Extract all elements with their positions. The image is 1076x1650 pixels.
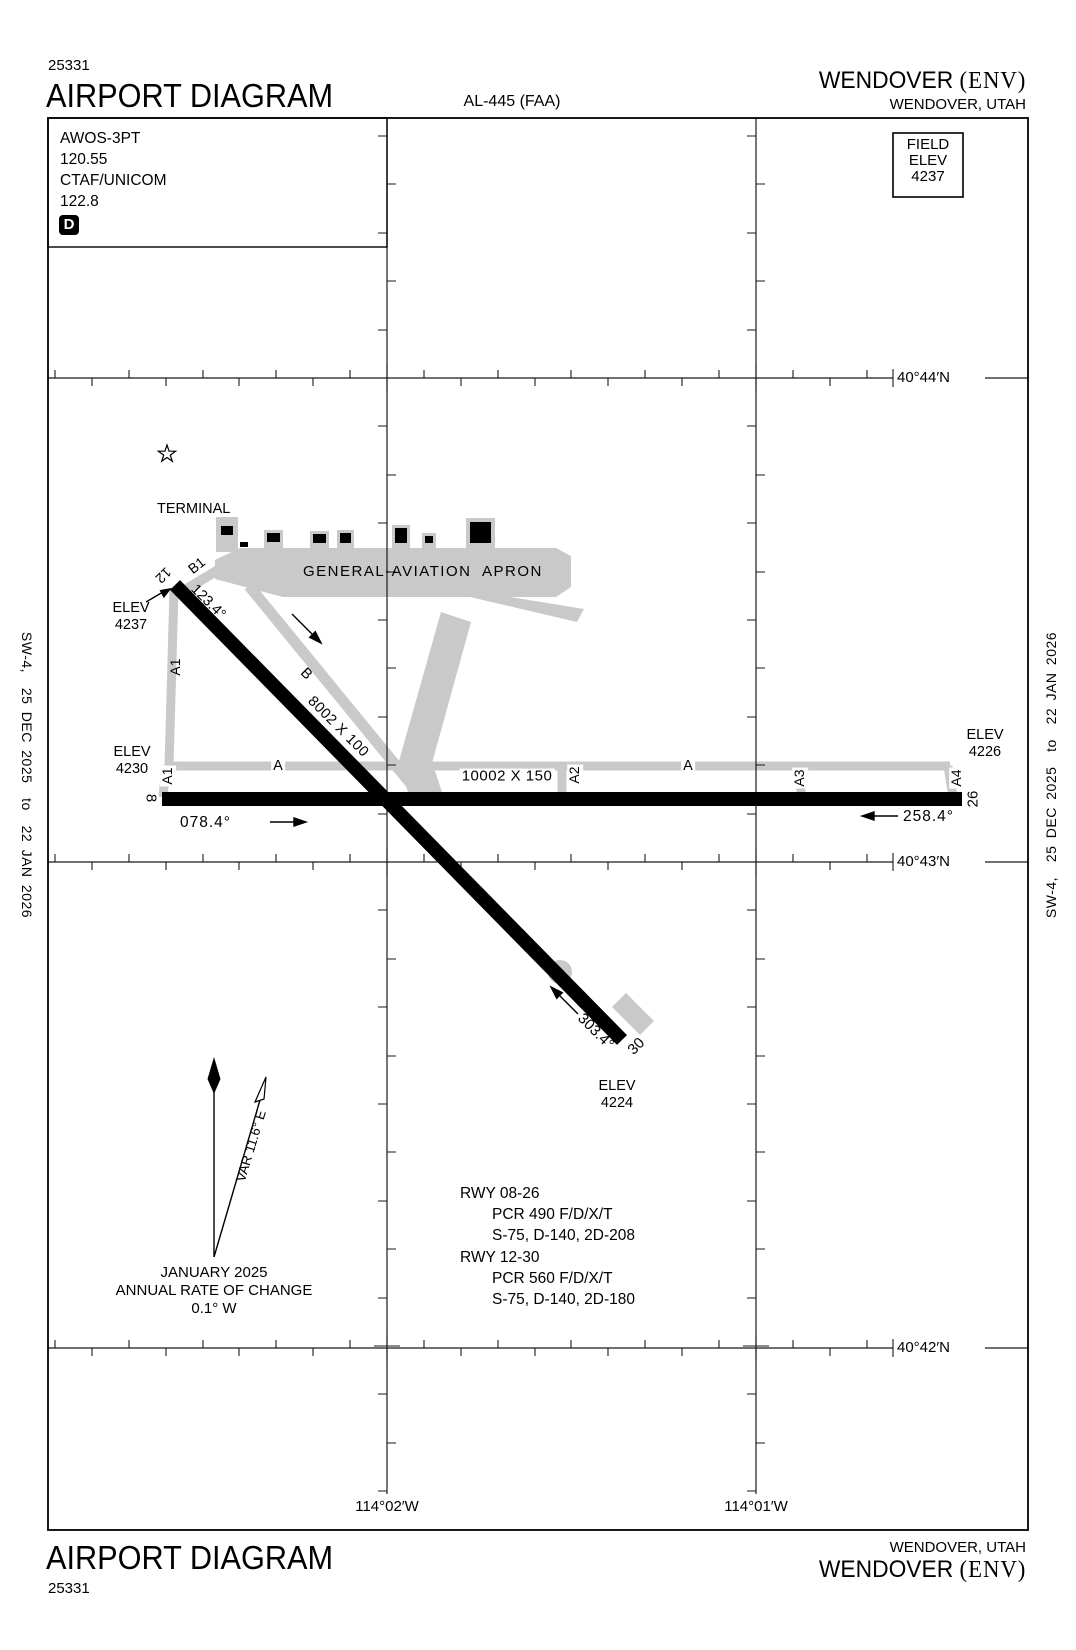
latitude-lines <box>48 377 1028 1349</box>
rwy08-elevation: ELEV 4230 <box>113 744 150 778</box>
lon-label-11401: 114°01′W <box>724 1498 788 1515</box>
magnetic-north-arrow-icon <box>253 1076 267 1103</box>
elev-label: ELEV <box>598 1078 636 1094</box>
terminal-building <box>221 526 233 535</box>
hdg30-arrow-icon <box>549 985 564 1000</box>
taxiway-a-label-west: A <box>271 757 285 775</box>
rwy26-elevation: ELEV 4226 <box>966 727 1003 761</box>
rwy26-heading: 258.4° <box>903 808 954 825</box>
rwy0826-pcr: PCR 490 F/D/X/T <box>492 1206 613 1223</box>
taxiway-a2-label: A2 <box>566 764 583 786</box>
runway-08-26-shape <box>162 792 962 806</box>
rwy1230-pcr: PCR 560 F/D/X/T <box>492 1270 613 1287</box>
rwy30-turnpad <box>612 993 654 1035</box>
taxiway-a1-label-upper: A1 <box>167 658 184 676</box>
field-elev-text: FIELD ELEV 4237 <box>907 137 950 185</box>
rwy26-number: 26 <box>964 790 982 808</box>
beacon-star-icon <box>156 443 178 463</box>
hdg26-arrow-icon <box>859 811 875 821</box>
variation-rate-label: ANNUAL RATE OF CHANGE <box>115 1282 313 1299</box>
airport-icao-top: (ENV) <box>959 68 1026 94</box>
field-elev-box <box>892 132 964 198</box>
airport-icao-bottom: (ENV) <box>959 1557 1026 1583</box>
taxiway-b-shape <box>244 582 425 799</box>
elev-leader-arrow-icon <box>159 587 172 599</box>
taxiway-a-label-east: A <box>681 757 695 775</box>
hdg08-arrow-icon <box>293 817 309 827</box>
taxiway-b1-shape <box>180 562 226 596</box>
apron-and-taxiways <box>215 517 654 1035</box>
ctaf-frequency: 122.8 <box>60 193 99 210</box>
elev-value: 4230 <box>115 761 149 777</box>
awos-label: AWOS-3PT <box>60 130 141 147</box>
city-bottom: WENDOVER, UTAH <box>889 1539 1026 1556</box>
chart-number-top: 25331 <box>48 57 90 74</box>
terminal-label: TERMINAL <box>157 501 231 517</box>
page-title-bottom: AIRPORT DIAGRAM <box>46 1539 334 1576</box>
rwy8-number: 8 <box>142 793 160 803</box>
lat-label-4044: 40°44′N <box>897 369 951 386</box>
runways-buildings <box>162 522 962 806</box>
airport-name-top: WENDOVER <box>818 67 960 94</box>
comms-box <box>47 117 388 248</box>
taxiway-a1-label-lower: A1 <box>159 765 176 787</box>
elev-value: 4237 <box>114 617 148 633</box>
hdg12-arrow-icon <box>308 630 323 645</box>
page-title-top: AIRPORT DIAGRAM <box>46 77 334 114</box>
city-top: WENDOVER, UTAH <box>889 96 1026 113</box>
airport-title-bottom: WENDOVER (ENV) <box>818 1556 1026 1584</box>
elev-label: ELEV <box>113 744 151 760</box>
runway-12-30-shape <box>170 580 627 1045</box>
true-north-arrow-icon <box>207 1057 221 1094</box>
graticule-ticks <box>54 135 894 1492</box>
rwy08-heading: 078.4° <box>180 814 231 831</box>
elev-label: ELEV <box>966 727 1004 743</box>
map-border <box>47 117 1029 1531</box>
north-variation-arrows <box>207 1057 267 1258</box>
elev-value: 4224 <box>600 1095 634 1111</box>
field-elev-value: 4237 <box>911 168 945 185</box>
elev-value: 4226 <box>968 744 1002 760</box>
taxiway-a3-label: A3 <box>791 767 808 789</box>
airport-title-top: WENDOVER (ENV) <box>818 67 1026 95</box>
rwy30-elevation: ELEV 4224 <box>598 1078 635 1112</box>
awos-frequency: 120.55 <box>60 151 108 168</box>
variation-rate-value: 0.1° W <box>191 1300 237 1317</box>
lon-label-11402: 114°02′W <box>355 1498 419 1515</box>
heading-arrows <box>145 587 898 1015</box>
field-elev-line2: ELEV <box>908 152 948 169</box>
ctaf-label: CTAF/UNICOM <box>60 172 167 189</box>
chart-ref: AL-445 (FAA) <box>463 93 561 110</box>
taxiway-a4-label: A4 <box>948 767 965 789</box>
borders <box>47 117 1029 1531</box>
rwy0826-codes: S-75, D-140, 2D-208 <box>492 1227 636 1244</box>
taxiway-lines <box>158 562 958 799</box>
airport-name-bottom: WENDOVER <box>818 1556 960 1583</box>
rwy1230-data-title: RWY 12-30 <box>460 1249 540 1266</box>
edge-note-right: SW-4, 25 DEC 2025 to 22 JAN 2026 <box>1043 631 1060 919</box>
rwy0826-dimensions: 10002 X 150 <box>459 767 555 786</box>
lat-label-4042: 40°42′N <box>897 1339 951 1356</box>
apron-label: GENERAL-AVIATION APRON <box>303 563 543 580</box>
d-symbol-badge: D <box>59 215 79 235</box>
rwy1230-codes: S-75, D-140, 2D-180 <box>492 1291 636 1308</box>
variation-date: JANUARY 2025 <box>160 1264 268 1281</box>
rwy0826-data-title: RWY 08-26 <box>460 1185 540 1202</box>
elev-label: ELEV <box>112 600 150 616</box>
rwy12-elevation: ELEV 4237 <box>112 600 149 634</box>
chart-number-bottom: 25331 <box>48 1580 90 1597</box>
field-elev-line1: FIELD <box>906 136 950 153</box>
edge-note-left: SW-4, 25 DEC 2025 to 22 JAN 2026 <box>18 631 35 919</box>
lat-label-4043: 40°43′N <box>897 853 951 870</box>
taxiway-a1-shape <box>164 589 179 767</box>
